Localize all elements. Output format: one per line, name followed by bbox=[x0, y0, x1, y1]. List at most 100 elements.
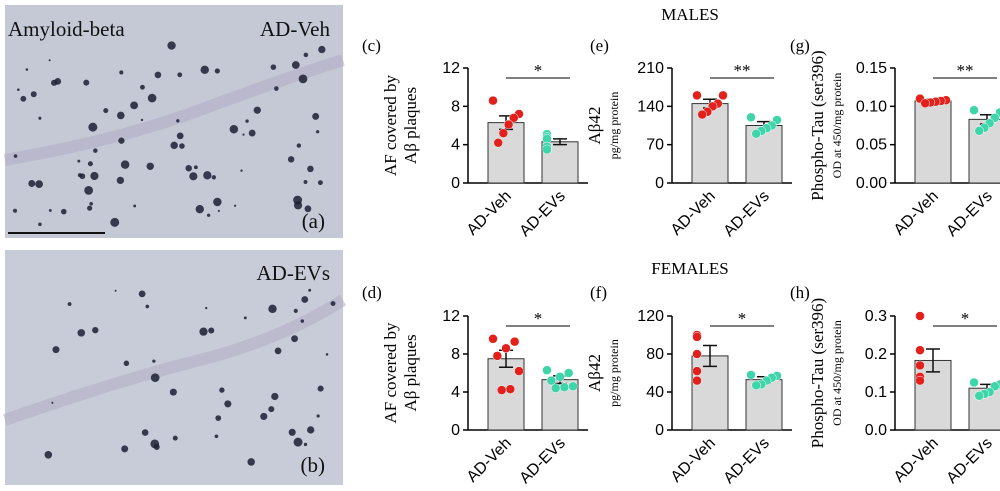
y-axis-sublabel: pg/mg protein bbox=[607, 339, 621, 407]
plaque bbox=[303, 442, 308, 447]
plaque bbox=[87, 161, 93, 167]
data-point bbox=[493, 138, 503, 148]
y-tick-label: 12 bbox=[442, 60, 460, 77]
plaque bbox=[268, 304, 277, 314]
plaque bbox=[89, 201, 93, 206]
plaque bbox=[315, 130, 320, 134]
plaque bbox=[120, 160, 130, 169]
plaque bbox=[92, 326, 99, 334]
panel-label: (d) bbox=[362, 283, 382, 302]
significance: * bbox=[534, 61, 543, 80]
plaque bbox=[193, 165, 198, 170]
data-point bbox=[969, 105, 979, 115]
y-tick-label: 0.0 bbox=[865, 422, 887, 439]
y-tick-label: 0 bbox=[451, 422, 460, 439]
section-title: MALES bbox=[661, 5, 719, 24]
plaque bbox=[260, 412, 268, 421]
y-tick-label: 4 bbox=[451, 384, 460, 401]
y-tick-label: 140 bbox=[637, 98, 664, 115]
y-tick-label: 80 bbox=[646, 346, 664, 363]
panel-label: (c) bbox=[362, 36, 381, 55]
plaque bbox=[287, 156, 295, 163]
y-axis-sublabel: OD at 450/mg protein bbox=[830, 320, 844, 426]
y-axis-label: Aβ plaques bbox=[401, 87, 420, 164]
error-bar bbox=[703, 344, 717, 368]
plaque bbox=[245, 119, 249, 123]
y-tick-label: 0.00 bbox=[856, 175, 887, 192]
data-point bbox=[488, 334, 498, 344]
data-point bbox=[542, 365, 552, 375]
plaque bbox=[93, 148, 98, 153]
y-tick-label: 0.05 bbox=[856, 137, 887, 154]
y-tick-label: 4 bbox=[451, 137, 460, 154]
x-tick-label: AD-EVs bbox=[517, 188, 569, 240]
y-axis-sublabel: pg/mg protein bbox=[607, 92, 621, 160]
plaque bbox=[179, 143, 185, 149]
plaque bbox=[153, 443, 160, 450]
x-tick-label: AD-EVs bbox=[944, 435, 996, 487]
y-tick-label: 40 bbox=[646, 384, 664, 401]
y-axis-label: Aβ plaques bbox=[401, 334, 420, 411]
plaque bbox=[229, 124, 239, 134]
plaque bbox=[13, 154, 18, 158]
plaque bbox=[48, 208, 52, 212]
plaque bbox=[90, 171, 99, 181]
y-tick-label: 210 bbox=[637, 60, 664, 77]
image-text: AD-Veh bbox=[260, 17, 330, 41]
plaque bbox=[51, 401, 54, 404]
plaque bbox=[242, 133, 245, 136]
tissue-band bbox=[3, 54, 345, 166]
panel-label: (g) bbox=[790, 36, 810, 55]
plaque bbox=[133, 204, 137, 208]
bar bbox=[914, 100, 952, 184]
plaque bbox=[317, 180, 323, 186]
plaque bbox=[114, 289, 117, 292]
plaque bbox=[35, 180, 43, 188]
y-tick-label: 0.2 bbox=[865, 346, 887, 363]
image-text: Amyloid-beta bbox=[8, 17, 125, 41]
plaque bbox=[140, 118, 144, 122]
y-axis-label: AF covered by bbox=[381, 74, 400, 176]
data-point bbox=[542, 144, 552, 155]
data-point bbox=[915, 311, 925, 321]
plaque bbox=[145, 304, 150, 309]
plaque bbox=[205, 306, 208, 310]
plaque bbox=[60, 208, 67, 215]
y-axis-label: Phospho-Tau (ser396) bbox=[808, 50, 827, 200]
data-point bbox=[503, 119, 514, 130]
plaque bbox=[77, 329, 86, 337]
plaque bbox=[268, 406, 275, 413]
data-point bbox=[692, 332, 702, 342]
plaque bbox=[38, 116, 42, 120]
data-point bbox=[915, 375, 925, 386]
plaque bbox=[146, 162, 154, 170]
plaque bbox=[293, 308, 298, 313]
plaque bbox=[293, 195, 303, 205]
data-point bbox=[498, 128, 509, 138]
significance: * bbox=[961, 309, 970, 328]
plaque bbox=[44, 451, 53, 459]
image-label: (a) bbox=[302, 209, 325, 233]
y-tick-label: 70 bbox=[646, 137, 664, 154]
data-point bbox=[692, 90, 702, 101]
plaque bbox=[291, 61, 300, 69]
plaque bbox=[199, 327, 208, 336]
plaque bbox=[67, 302, 72, 307]
plaque bbox=[307, 426, 315, 434]
plaque bbox=[298, 74, 308, 84]
plaque bbox=[28, 180, 36, 187]
plaque bbox=[150, 373, 160, 383]
plaque bbox=[316, 414, 320, 418]
plaque bbox=[224, 400, 232, 408]
plaque bbox=[152, 359, 156, 363]
y-tick-label: 12 bbox=[442, 308, 460, 325]
significance: ** bbox=[957, 61, 974, 80]
data-point bbox=[559, 382, 570, 392]
data-point bbox=[969, 377, 979, 388]
data-point bbox=[692, 349, 702, 359]
x-tick-label: AD-EVs bbox=[721, 188, 773, 240]
plaque bbox=[308, 288, 312, 292]
significance: * bbox=[738, 309, 747, 328]
x-tick-label: AD-Veh bbox=[464, 188, 515, 239]
plaque bbox=[274, 347, 282, 355]
